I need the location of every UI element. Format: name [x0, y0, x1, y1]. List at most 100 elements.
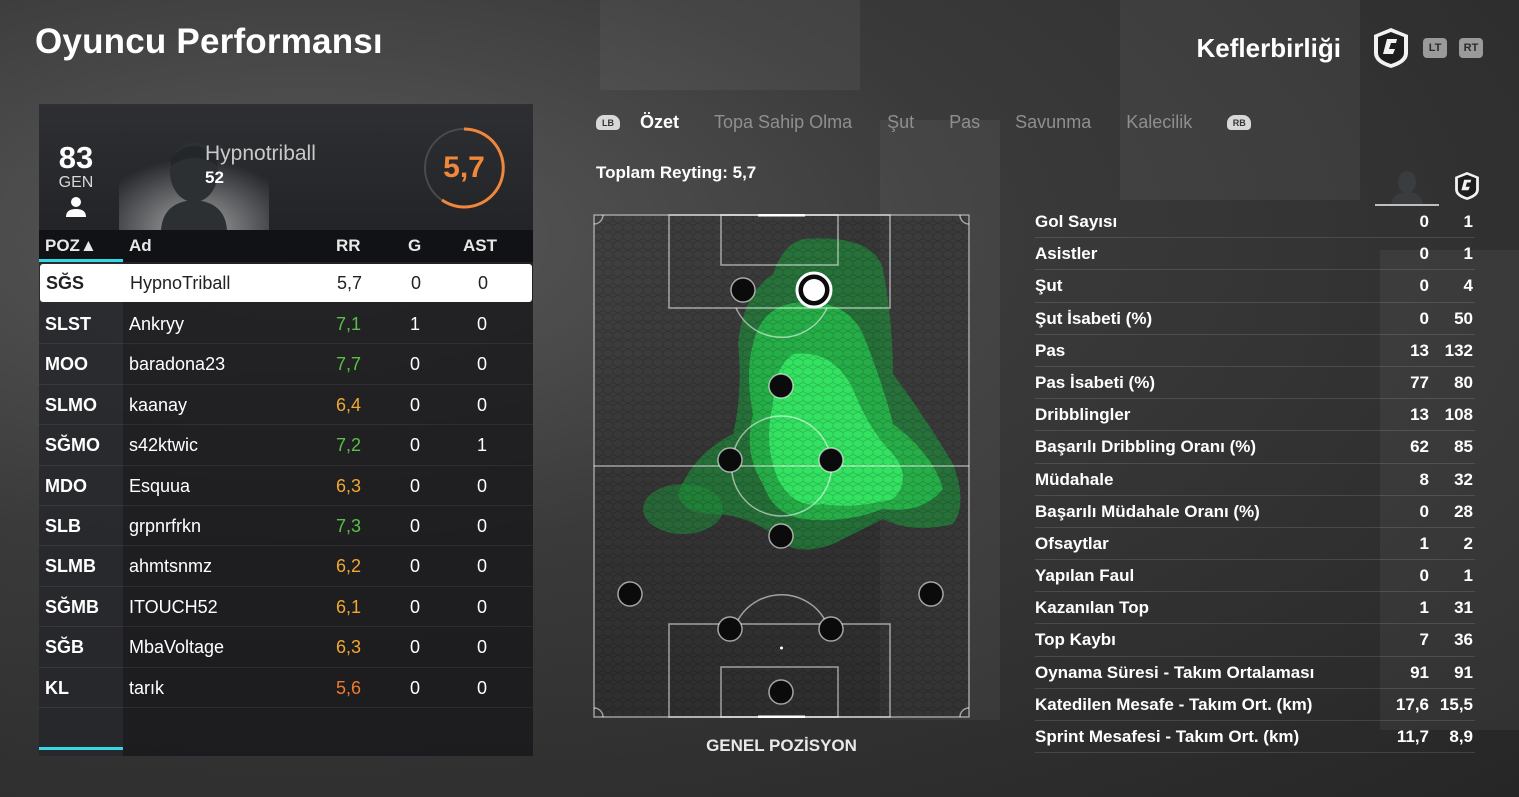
rating-ring: [424, 127, 505, 209]
row-position: KL: [45, 677, 69, 698]
stat-label: Gol Sayısı: [1035, 212, 1118, 231]
row-goals: 0: [409, 556, 420, 577]
club-name: Keflerbirliği: [1196, 32, 1341, 63]
stat-team-value: 28: [1454, 501, 1473, 521]
row-rating: 7,3: [336, 515, 362, 536]
stat-row: Başarılı Dribbling Oranı (%) 62 85: [1035, 431, 1475, 464]
row-position: SLMO: [45, 394, 97, 415]
tab-savunma[interactable]: Savunma: [1015, 112, 1092, 132]
rt-button[interactable]: RT: [1459, 38, 1483, 58]
pitch-label: GENEL POZİSYON: [706, 736, 857, 755]
row-rating: 7,1: [336, 314, 362, 334]
row-position: MOO: [45, 354, 88, 375]
row-position: SLMB: [45, 556, 96, 577]
player-number: 52: [205, 168, 224, 187]
stat-player-value: 0: [1419, 308, 1429, 328]
table-row[interactable]: SLMO kaanay 6,4 0 0: [39, 385, 533, 426]
row-goals: 0: [409, 394, 420, 415]
row-assists: 0: [476, 677, 487, 698]
row-name: grpnrfrkn: [129, 515, 202, 536]
row-name: ITOUCH52: [129, 596, 218, 617]
row-position: MDO: [45, 475, 87, 496]
stat-row: Asistler 0 1: [1035, 238, 1475, 271]
stat-team-value: 80: [1454, 372, 1473, 392]
club-crest-icon: [1455, 172, 1479, 200]
stat-player-value: 11,7: [1396, 727, 1429, 746]
row-position: SĞMO: [45, 435, 101, 456]
table-row[interactable]: MOO baradona23 7,7 0 0: [39, 344, 533, 385]
row-name: baradona23: [129, 354, 226, 375]
stat-player-value: 8: [1419, 469, 1429, 489]
row-assists: 0: [476, 354, 487, 375]
table-row[interactable]: SLB grpnrfrkn 7,3 0 0: [39, 506, 533, 547]
row-goals: 0: [409, 354, 420, 375]
row-goals: 1: [409, 314, 420, 334]
stat-row: Pas 13 132: [1035, 335, 1475, 367]
stat-team-value: 36: [1454, 630, 1473, 650]
row-assists: 0: [476, 394, 487, 415]
row-goals: 0: [410, 273, 421, 293]
total-rating: Toplam Reyting: 5,7: [596, 163, 757, 182]
stat-row: Top Kaybı 7 36: [1035, 624, 1475, 657]
position-pitch: [593, 214, 970, 718]
table-row[interactable]: SĞMB ITOUCH52 6,1 0 0: [39, 587, 533, 628]
table-row[interactable]: SĞMO s42ktwic 7,2 0 1: [39, 425, 533, 466]
stat-team-value: 1: [1463, 566, 1473, 586]
stats-column-header: [1375, 166, 1485, 206]
lb-button[interactable]: LB: [596, 115, 620, 130]
row-assists: 1: [476, 435, 487, 456]
row-rating: 6,2: [336, 556, 362, 577]
stat-label: Şut: [1035, 276, 1063, 296]
tab-pas[interactable]: Pas: [949, 112, 981, 132]
gen-box: 83 GEN: [55, 142, 97, 223]
stat-label: Başarılı Dribbling Oranı (%): [1035, 437, 1257, 457]
player-list: SĞS HypnoTriball 5,7 0 0 SLST Ankryy 7,1…: [39, 264, 533, 708]
row-rating: 5,7: [337, 273, 363, 293]
table-row[interactable]: SLST Ankryy 7,1 1 0: [39, 304, 533, 345]
stat-label: Dribblingler: [1035, 405, 1131, 425]
table-row[interactable]: KL tarık 5,6 0 0: [39, 668, 533, 708]
table-row[interactable]: SĞS HypnoTriball 5,7 0 0: [40, 264, 532, 302]
stat-row: Ofsaytlar 1 2: [1035, 528, 1475, 561]
stat-row: Başarılı Müdahale Oranı (%) 0 28: [1035, 496, 1475, 528]
table-row[interactable]: SĞB MbaVoltage 6,3 0 0: [39, 627, 533, 668]
stat-player-value: 0: [1419, 276, 1429, 296]
stat-row: Müdahale 8 32: [1035, 464, 1475, 496]
stat-team-value: 31: [1454, 598, 1473, 618]
rb-button[interactable]: RB: [1227, 115, 1252, 130]
stat-label: Kazanılan Top: [1035, 598, 1149, 618]
poz-column-header[interactable]: POZ▲: [45, 236, 97, 255]
stat-label: Pas İsabeti (%): [1035, 372, 1155, 392]
stat-label: Başarılı Müdahale Oranı (%): [1035, 501, 1260, 521]
row-name: kaanay: [129, 394, 188, 415]
table-header: POZ▲ Ad RR G AST: [39, 230, 533, 262]
row-rating: 6,1: [336, 596, 362, 617]
row-assists: 0: [476, 596, 487, 617]
sort-indicator: [39, 259, 123, 262]
ast-column-header[interactable]: AST: [463, 236, 497, 255]
row-rating: 5,6: [336, 677, 362, 698]
tab-sut[interactable]: Şut: [887, 112, 915, 132]
stat-row: Şut İsabeti (%) 0 50: [1035, 303, 1475, 335]
stat-row: Sprint Mesafesi - Takım Ort. (km) 11,7 8,9: [1035, 721, 1475, 754]
stat-row: Dribblingler 13 108: [1035, 399, 1475, 432]
stat-team-value: 108: [1444, 405, 1473, 425]
stat-player-value: 91: [1410, 662, 1429, 682]
club-header: Keflerbirliği LT RT: [1197, 26, 1483, 70]
player-avatar-mini: [1375, 171, 1439, 206]
tab-kalecilik[interactable]: Kalecilik: [1126, 112, 1193, 132]
tab-topa-sahip-olma[interactable]: Topa Sahip Olma: [714, 112, 853, 132]
table-row[interactable]: SLMB ahmtsnmz 6,2 0 0: [39, 546, 533, 587]
g-column-header[interactable]: G: [408, 236, 422, 255]
ad-column-header[interactable]: Ad: [129, 236, 152, 255]
player-name: Hypnotriball: [205, 142, 316, 165]
stat-team-value: 4: [1463, 276, 1473, 296]
stat-row: Yapılan Faul 0 1: [1035, 560, 1475, 593]
tab-ozet[interactable]: Özet: [640, 112, 680, 132]
stat-team-value: 85: [1454, 437, 1473, 457]
row-goals: 0: [409, 637, 420, 658]
row-assists: 0: [476, 515, 487, 536]
lt-button[interactable]: LT: [1423, 38, 1447, 58]
table-row[interactable]: MDO Esquua 6,3 0 0: [39, 466, 533, 506]
rr-column-header[interactable]: RR: [336, 236, 361, 255]
